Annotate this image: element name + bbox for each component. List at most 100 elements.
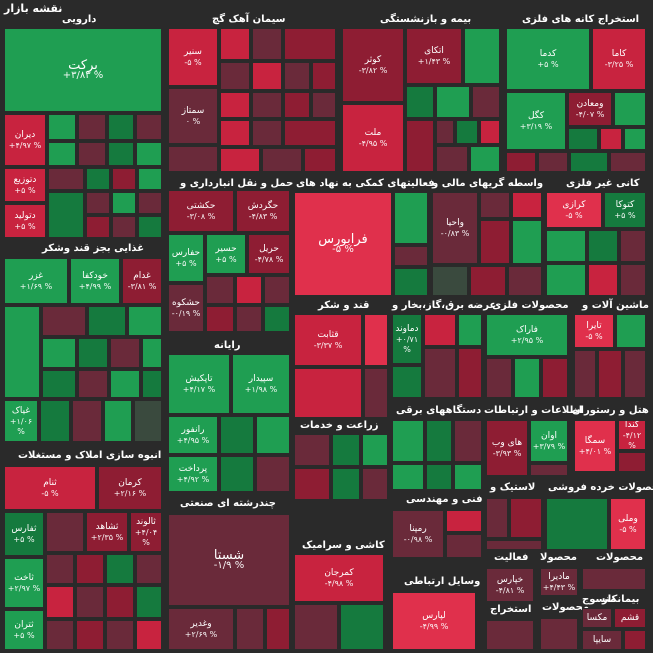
tile-hgardesh[interactable]: حگردش -۴/۸۳ %: [236, 190, 290, 232]
tile[interactable]: [506, 152, 536, 172]
tile-kamarjan[interactable]: کمرجان -۴/۹۸ %: [294, 554, 384, 602]
tile[interactable]: [624, 128, 646, 150]
tile[interactable]: [48, 168, 84, 190]
tile[interactable]: [486, 498, 508, 538]
tile-katoka[interactable]: کتوکا +۵ %: [604, 192, 646, 228]
tile-ghasabet[interactable]: قثابت -۳/۳۷ %: [294, 314, 362, 366]
tile-saran[interactable]: ثتران +۵ %: [4, 610, 44, 650]
tile[interactable]: [456, 120, 478, 144]
tile-saipa[interactable]: سایپا: [582, 630, 622, 650]
tile[interactable]: [168, 146, 218, 172]
tile[interactable]: [78, 338, 108, 368]
tile[interactable]: [426, 464, 452, 490]
tile-dtolid[interactable]: دتولید +۵ %: [4, 204, 46, 238]
tile[interactable]: [206, 276, 234, 304]
tile[interactable]: [454, 420, 482, 462]
tile[interactable]: [620, 230, 646, 262]
tile[interactable]: [86, 216, 110, 238]
tile[interactable]: [600, 128, 622, 150]
tile[interactable]: [424, 314, 456, 346]
tile[interactable]: [294, 468, 330, 500]
tile-ghazar[interactable]: غزر +۱/۶۹ %: [4, 258, 68, 304]
tile-hayweb[interactable]: های وب -۳/۹۳ %: [486, 420, 528, 476]
tile[interactable]: [88, 306, 126, 336]
tile[interactable]: [624, 350, 646, 398]
tile-rampna[interactable]: رمپنا -۰/۹۸ %: [392, 510, 444, 558]
tile[interactable]: [470, 146, 500, 172]
tile[interactable]: [236, 608, 264, 650]
tile[interactable]: [574, 350, 596, 398]
tile[interactable]: [454, 464, 482, 490]
tile[interactable]: [72, 400, 102, 442]
tile[interactable]: [252, 62, 282, 90]
tile[interactable]: [110, 370, 140, 398]
tile-atkai[interactable]: اتکای +۱/۴۳ %: [406, 28, 462, 84]
tile-vmaadan[interactable]: ومعادن -۴/۰۷ %: [568, 92, 612, 126]
tile[interactable]: [512, 220, 542, 264]
tile[interactable]: [76, 586, 104, 618]
tile-shahed[interactable]: ثشاهد +۲/۳۵ %: [86, 512, 128, 552]
tile[interactable]: [426, 420, 452, 462]
tile[interactable]: [42, 370, 76, 398]
tile[interactable]: [78, 142, 106, 166]
tile[interactable]: [512, 192, 542, 218]
tile[interactable]: [252, 28, 282, 60]
tile[interactable]: [136, 620, 162, 650]
tile[interactable]: [510, 498, 542, 538]
tile[interactable]: [112, 216, 136, 238]
tile[interactable]: [256, 456, 290, 492]
tile-tapikesh[interactable]: تاپکیش +۴/۱۷ %: [168, 354, 230, 414]
tile[interactable]: [262, 148, 302, 172]
tile-madira[interactable]: مادیرا +۴/۴۳ %: [540, 568, 578, 596]
tile[interactable]: [406, 86, 434, 118]
tile[interactable]: [284, 120, 336, 146]
tile[interactable]: [108, 142, 134, 166]
tile-khaparse[interactable]: خپارس -۴/۸۱ %: [486, 568, 534, 602]
tile[interactable]: [364, 368, 388, 418]
tile[interactable]: [110, 338, 140, 368]
tile-kosar[interactable]: کوثر -۳/۸۲ %: [342, 28, 404, 102]
tile[interactable]: [624, 630, 646, 650]
tile-ghyak[interactable]: غیاک +۱/۰۶ %: [4, 400, 38, 442]
tile[interactable]: [284, 28, 336, 60]
tile-avan[interactable]: اوان +۳/۷۹ %: [530, 420, 568, 462]
tile[interactable]: [458, 348, 482, 398]
tile-shasta[interactable]: شستا -۱/۹ %: [168, 514, 290, 606]
tile[interactable]: [312, 92, 336, 118]
tile[interactable]: [464, 28, 500, 84]
tile[interactable]: [136, 114, 162, 140]
tile-tayra[interactable]: تایرا -۵ %: [574, 314, 614, 348]
tile-kama[interactable]: کاما -۳/۲۵ %: [592, 28, 646, 90]
tile-maksa[interactable]: مکسا: [582, 608, 612, 628]
tile[interactable]: [332, 468, 360, 500]
tile[interactable]: [142, 338, 162, 368]
tile[interactable]: [220, 62, 250, 90]
tile[interactable]: [312, 62, 336, 90]
tile[interactable]: [480, 192, 510, 218]
tile-vmeli[interactable]: وملی -۵ %: [610, 498, 646, 550]
tile[interactable]: [620, 264, 646, 296]
tile[interactable]: [136, 586, 162, 618]
tile[interactable]: [46, 586, 74, 618]
tile[interactable]: [138, 216, 162, 238]
tile[interactable]: [206, 306, 234, 332]
tile[interactable]: [236, 276, 262, 304]
tile[interactable]: [138, 192, 162, 214]
tile[interactable]: [220, 456, 254, 492]
tile[interactable]: [46, 512, 84, 552]
tile[interactable]: [472, 86, 500, 118]
tile[interactable]: [304, 148, 336, 172]
tile[interactable]: [294, 368, 362, 418]
tile[interactable]: [136, 554, 162, 584]
tile[interactable]: [220, 120, 250, 146]
tile[interactable]: [48, 192, 84, 238]
tile[interactable]: [394, 246, 428, 266]
tile[interactable]: [78, 370, 108, 398]
tile-mellat[interactable]: ملت -۴/۹۵ %: [342, 104, 404, 172]
tile[interactable]: [256, 416, 290, 454]
tile[interactable]: [446, 510, 482, 532]
tile[interactable]: [542, 358, 568, 398]
tile[interactable]: [582, 568, 646, 590]
tile[interactable]: [486, 620, 534, 650]
tile-semtaz[interactable]: سمتاز ۰ %: [168, 88, 218, 144]
